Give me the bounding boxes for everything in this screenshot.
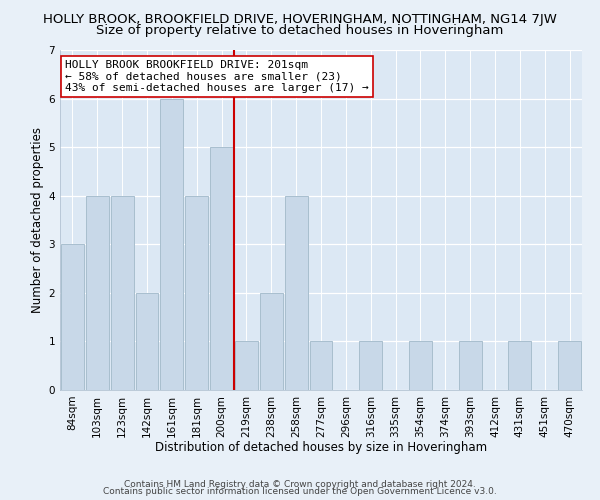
- Bar: [260, 293, 283, 390]
- Bar: [210, 147, 233, 390]
- Bar: [285, 196, 308, 390]
- Text: HOLLY BROOK, BROOKFIELD DRIVE, HOVERINGHAM, NOTTINGHAM, NG14 7JW: HOLLY BROOK, BROOKFIELD DRIVE, HOVERINGH…: [43, 12, 557, 26]
- Bar: [558, 342, 581, 390]
- Bar: [61, 244, 84, 390]
- Bar: [185, 196, 208, 390]
- Bar: [235, 342, 258, 390]
- Bar: [459, 342, 482, 390]
- Bar: [359, 342, 382, 390]
- Text: HOLLY BROOK BROOKFIELD DRIVE: 201sqm
← 58% of detached houses are smaller (23)
4: HOLLY BROOK BROOKFIELD DRIVE: 201sqm ← 5…: [65, 60, 369, 94]
- Bar: [310, 342, 332, 390]
- Bar: [111, 196, 134, 390]
- Bar: [508, 342, 531, 390]
- Bar: [409, 342, 432, 390]
- Bar: [136, 293, 158, 390]
- Y-axis label: Number of detached properties: Number of detached properties: [31, 127, 44, 313]
- X-axis label: Distribution of detached houses by size in Hoveringham: Distribution of detached houses by size …: [155, 441, 487, 454]
- Text: Size of property relative to detached houses in Hoveringham: Size of property relative to detached ho…: [97, 24, 503, 37]
- Bar: [86, 196, 109, 390]
- Text: Contains public sector information licensed under the Open Government Licence v3: Contains public sector information licen…: [103, 487, 497, 496]
- Bar: [160, 98, 183, 390]
- Text: Contains HM Land Registry data © Crown copyright and database right 2024.: Contains HM Land Registry data © Crown c…: [124, 480, 476, 489]
